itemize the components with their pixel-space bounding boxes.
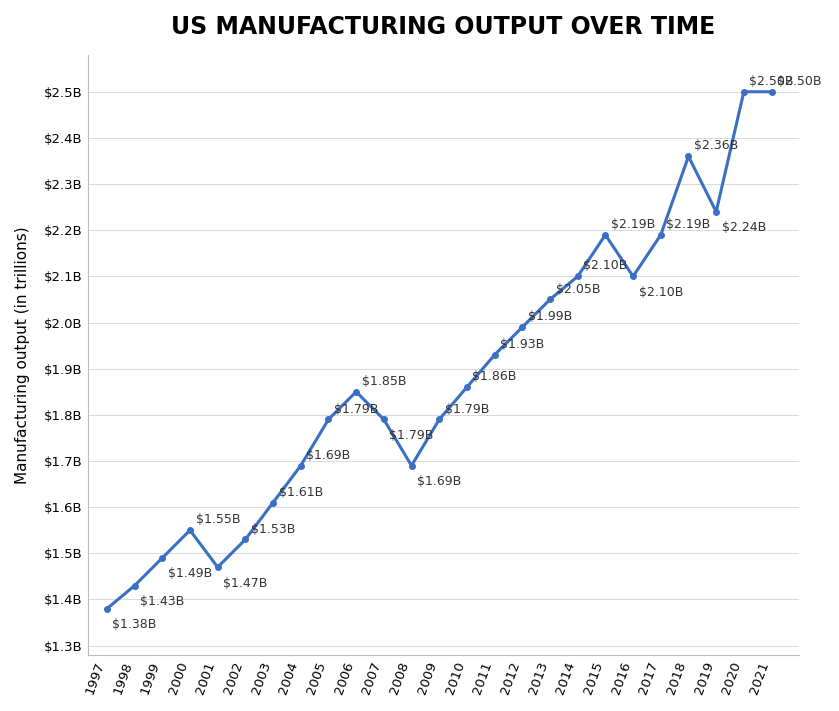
Title: US MANUFACTURING OUTPUT OVER TIME: US MANUFACTURING OUTPUT OVER TIME: [171, 15, 716, 39]
Text: $1.69B: $1.69B: [306, 449, 351, 461]
Text: $1.38B: $1.38B: [112, 618, 157, 631]
Y-axis label: Manufacturing output (in trillions): Manufacturing output (in trillions): [15, 226, 30, 483]
Text: $2.36B: $2.36B: [694, 139, 738, 152]
Text: $1.86B: $1.86B: [472, 370, 517, 383]
Text: $1.69B: $1.69B: [417, 475, 461, 488]
Text: $1.61B: $1.61B: [279, 486, 323, 498]
Text: $1.99B: $1.99B: [528, 310, 572, 324]
Text: $1.79B: $1.79B: [334, 402, 378, 415]
Text: $1.43B: $1.43B: [140, 595, 185, 608]
Text: $1.49B: $1.49B: [168, 567, 212, 580]
Text: $1.79B: $1.79B: [445, 402, 489, 415]
Text: $1.79B: $1.79B: [389, 429, 434, 442]
Text: $1.55B: $1.55B: [195, 513, 240, 526]
Text: $1.93B: $1.93B: [500, 338, 545, 351]
Text: $2.05B: $2.05B: [555, 282, 600, 296]
Text: $2.10B: $2.10B: [583, 260, 628, 272]
Text: $2.50B: $2.50B: [749, 75, 794, 88]
Text: $2.24B: $2.24B: [722, 221, 766, 234]
Text: $2.19B: $2.19B: [611, 218, 655, 231]
Text: $2.50B: $2.50B: [777, 75, 821, 88]
Text: $1.53B: $1.53B: [251, 523, 295, 535]
Text: $2.19B: $2.19B: [666, 218, 711, 231]
Text: $2.10B: $2.10B: [638, 286, 683, 299]
Text: $1.85B: $1.85B: [362, 375, 406, 387]
Text: $1.47B: $1.47B: [223, 577, 268, 589]
